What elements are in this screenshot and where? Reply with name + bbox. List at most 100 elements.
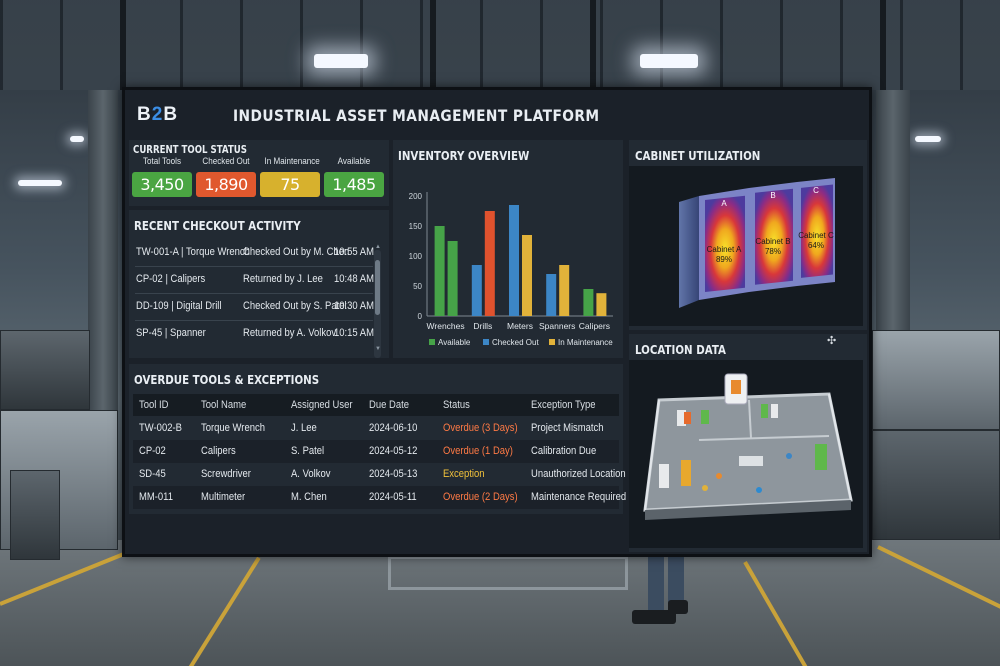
activity-time: 10:55 AM — [334, 246, 374, 258]
cell-tool-name: Screwdriver — [201, 468, 251, 480]
asset-marker[interactable] — [702, 485, 708, 491]
cell-tool-id: MM-011 — [139, 491, 173, 503]
floor-plan-map — [643, 373, 853, 520]
stat-value: 3,450 — [132, 172, 192, 197]
ceiling-light — [70, 136, 84, 142]
person-shoe — [632, 610, 676, 624]
ceiling-beam — [120, 0, 126, 90]
cabinet-name: Cabinet B — [755, 237, 790, 246]
stat-label: Checked Out — [202, 156, 250, 167]
ceiling-light — [915, 136, 941, 142]
bar — [596, 293, 607, 316]
floor-plan[interactable]: ✣ — [629, 335, 863, 548]
ceiling-beam — [880, 0, 886, 90]
bar — [509, 205, 519, 316]
asset-marker[interactable] — [786, 453, 792, 459]
activity-card — [129, 210, 389, 358]
x-tick-label: Meters — [507, 321, 533, 331]
activity-tool: TW-001-A | Torque Wrench — [136, 246, 250, 258]
bar — [522, 235, 532, 316]
column-header[interactable]: Status — [443, 399, 470, 411]
row-divider — [135, 293, 373, 294]
cabinet-letter: B — [770, 191, 775, 200]
overdue-title: OVERDUE TOOLS & EXCEPTIONS — [134, 372, 320, 387]
activity-row[interactable]: TW-001-A | Torque Wrench Checked Out by … — [136, 242, 378, 264]
app-logo[interactable]: B2B — [137, 104, 178, 126]
station — [659, 464, 669, 488]
stat-checked-out[interactable]: Checked Out 1,890 — [196, 156, 256, 197]
person-leg — [648, 556, 664, 614]
stat-total-tools[interactable]: Total Tools 3,450 — [132, 156, 192, 197]
cell-due-date: 2024-05-11 — [369, 491, 417, 503]
cabinet-pct: 89% — [716, 255, 732, 264]
stat-value: 1,485 — [324, 172, 384, 197]
tool-cabinet — [10, 470, 60, 560]
wall — [828, 393, 852, 501]
y-tick-label: 200 — [409, 192, 423, 201]
legend-swatch — [483, 339, 489, 345]
legend-label: Checked Out — [492, 338, 539, 347]
cabinet-pct: 78% — [765, 247, 781, 256]
ceiling-light — [314, 54, 368, 68]
column-header[interactable]: Due Date — [369, 399, 409, 411]
table-row[interactable]: SD-45 Screwdriver A. Volkov 2024-05-13 E… — [133, 463, 626, 486]
stat-label: Available — [337, 156, 371, 167]
station — [739, 456, 763, 466]
rack — [771, 404, 778, 418]
scroll-down-icon[interactable]: ▼ — [375, 346, 381, 352]
table-row[interactable]: TW-002-B Torque Wrench J. Lee 2024-06-10… — [133, 417, 619, 440]
asset-marker[interactable] — [756, 487, 762, 493]
machine — [872, 430, 1000, 540]
rack — [761, 404, 768, 418]
inventory-card — [393, 140, 623, 358]
row-divider — [135, 266, 373, 267]
rack — [701, 410, 709, 424]
cabinet-letter: C — [813, 186, 819, 195]
column-header[interactable]: Exception Type — [531, 399, 596, 411]
cabinet-heat — [705, 195, 745, 293]
ceiling — [0, 0, 1000, 90]
cell-tool-id: TW-002-B — [139, 422, 182, 434]
cell-tool-name: Calipers — [201, 445, 236, 457]
column-header[interactable]: Tool Name — [201, 399, 247, 411]
cell-exception-type: Calibration Due — [531, 445, 597, 457]
cabinet-a[interactable] — [699, 188, 749, 300]
stat-in-maintenance[interactable]: In Maintenance 75 — [260, 156, 320, 197]
wall — [748, 399, 752, 439]
table-row[interactable]: CP-02 Calipers S. Patel 2024-05-12 Overd… — [133, 440, 619, 463]
activity-time: 10:30 AM — [334, 300, 374, 312]
activity-row[interactable]: DD-109 | Digital Drill Checked Out by S.… — [136, 296, 378, 318]
asset-marker[interactable] — [716, 473, 722, 479]
cabinet-b[interactable] — [749, 182, 797, 292]
workbench — [388, 556, 628, 590]
y-tick-label: 0 — [418, 312, 423, 321]
machine — [872, 330, 1000, 430]
cell-exception-type: Maintenance Required — [531, 491, 627, 503]
activity-row[interactable]: SP-45 | Spanner Returned by A. Volkov 10… — [136, 323, 378, 345]
column-header[interactable]: Assigned User — [291, 399, 353, 411]
y-tick-label: 100 — [409, 252, 423, 261]
location-title: LOCATION DATA — [635, 342, 726, 357]
scrollbar-thumb[interactable] — [375, 260, 380, 315]
table-row[interactable]: MM-011 Multimeter M. Chen 2024-05-11 Ove… — [133, 486, 626, 509]
y-tick-label: 50 — [413, 282, 422, 291]
legend-label: In Maintenance — [558, 338, 613, 347]
cabinet-heat — [801, 184, 833, 278]
stat-value: 1,890 — [196, 172, 256, 197]
cell-due-date: 2024-06-10 — [369, 422, 418, 434]
cell-tool-name: Torque Wrench — [201, 422, 265, 434]
ceiling-light — [18, 180, 62, 186]
scroll-up-icon[interactable]: ▲ — [375, 244, 381, 250]
cell-status: Overdue (2 Days) — [443, 491, 518, 503]
cabinet-visual: A B C Cabinet A 89% Cabinet B 78% Cabine… — [629, 166, 863, 326]
y-tick-label: 150 — [409, 222, 423, 231]
machine — [0, 330, 90, 410]
stat-available[interactable]: Available 1,485 — [324, 156, 384, 197]
logo-letter: B — [163, 104, 179, 125]
column-header[interactable]: Tool ID — [139, 399, 169, 411]
activity-row[interactable]: CP-02 | Calipers Returned by J. Lee 10:4… — [136, 269, 378, 291]
bar — [447, 241, 458, 316]
floor-plan-edge — [645, 500, 851, 520]
bar — [583, 289, 594, 316]
cabinet-c[interactable] — [797, 178, 835, 286]
